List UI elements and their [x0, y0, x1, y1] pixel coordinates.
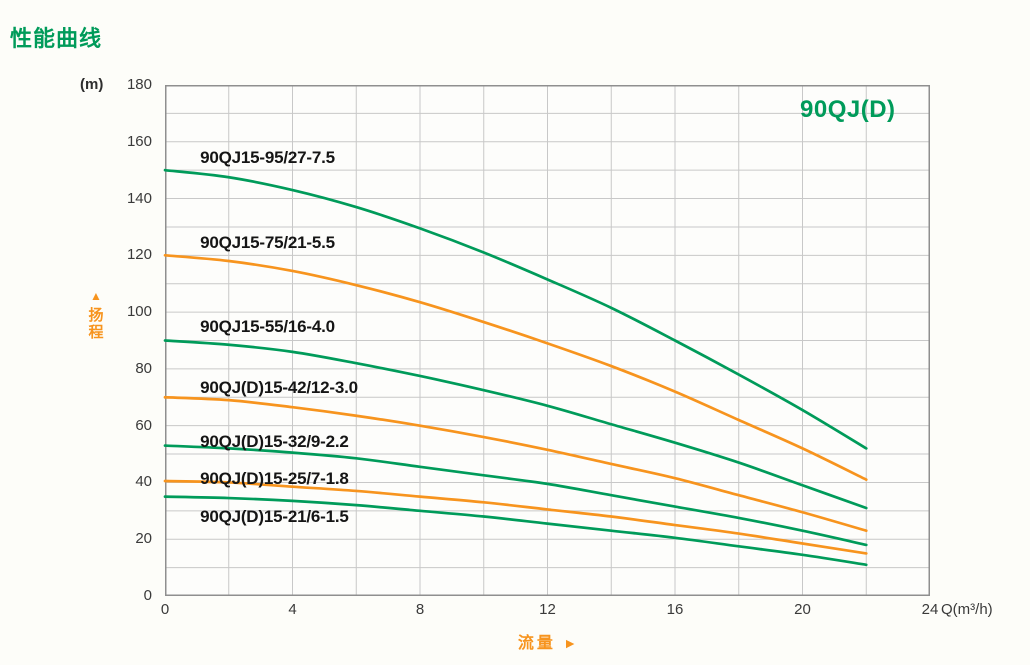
y-axis-title-char: 扬: [88, 307, 104, 324]
x-axis-tick-label: 4: [288, 601, 297, 618]
x-axis-tick-label: 0: [160, 601, 170, 618]
y-axis-title-text: 扬程: [88, 307, 103, 341]
curve-label: 90QJ15-75/21-5.5: [200, 232, 335, 252]
y-axis-tick-label: 60: [135, 416, 152, 434]
y-axis-title-char: 程: [88, 324, 104, 341]
curve-label: 90QJ15-95/27-7.5: [200, 147, 335, 167]
y-axis-tick-label: 40: [135, 473, 152, 491]
y-axis-title: ▲ 扬程: [86, 290, 106, 341]
pump-curve-1: [163, 253, 868, 481]
x-axis-title-text: 流量: [517, 635, 556, 652]
pump-curve-4: [163, 444, 868, 547]
curve-label: 90QJ(D)15-21/6-1.5: [200, 506, 349, 526]
pump-curve-6: [163, 495, 868, 567]
curves-svg: [163, 85, 930, 596]
curve-label: 90QJ15-55/16-4.0: [200, 316, 335, 336]
up-triangle-icon: ▲: [90, 289, 102, 303]
pump-curve-2: [163, 339, 868, 510]
curve-label: 90QJ(D)15-25/7-1.8: [200, 468, 349, 488]
y-axis-tick-label: 80: [135, 359, 152, 377]
x-axis-title: 流量 ►: [430, 629, 665, 653]
x-axis-tick-label: 24: [921, 601, 939, 618]
x-axis-tick-label: 20: [794, 601, 811, 618]
x-axis-tick-label: 8: [415, 601, 425, 618]
y-axis-tick-label: 180: [126, 76, 152, 93]
curve-label: 90QJ(D)15-42/12-3.0: [200, 377, 358, 397]
pump-curve-3: [163, 395, 868, 533]
x-axis-tick-label: 12: [539, 601, 556, 618]
pump-curve-5: [163, 479, 868, 555]
plot-area: 90QJ15-95/27-7.5 90QJ15-75/21-5.5 90QJ15-5…: [163, 85, 930, 596]
y-axis-tick-label: 0: [143, 587, 152, 604]
y-axis-unit-label: (m): [80, 76, 104, 93]
x-axis-tick-label: 16: [666, 601, 684, 618]
y-axis-tick-label: 120: [126, 246, 152, 264]
series-family-badge: 90QJ(D): [800, 96, 896, 123]
pump-curve-0: [163, 168, 868, 450]
y-axis-tick-label: 20: [135, 530, 152, 548]
x-axis-unit-label: Q(m³/h): [941, 601, 993, 618]
right-triangle-icon: ►: [563, 635, 578, 651]
y-axis-tick-label: 160: [126, 132, 152, 150]
y-axis-tick-label: 140: [126, 189, 152, 207]
page-title: 性能曲线: [10, 25, 103, 51]
y-axis-tick-label: 100: [126, 303, 152, 321]
curve-label: 90QJ(D)15-32/9-2.2: [200, 431, 349, 451]
